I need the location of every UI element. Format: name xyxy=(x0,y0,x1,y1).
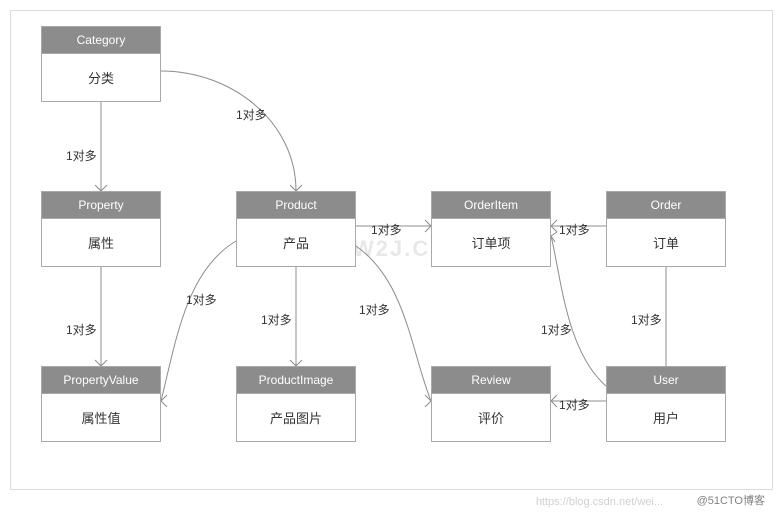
entity-user: User 用户 xyxy=(606,366,726,442)
footer-watermark: https://blog.csdn.net/wei... xyxy=(536,496,663,508)
entity-label: 用户 xyxy=(607,394,725,441)
diagram-canvas: HOW2J.CN Category 分类 Property 属性 Propert… xyxy=(10,10,773,490)
entity-label: 属性 xyxy=(42,219,160,266)
entity-review: Review 评价 xyxy=(431,366,551,442)
entity-header: OrderItem xyxy=(432,192,550,219)
entity-label: 订单 xyxy=(607,219,725,266)
entity-label: 订单项 xyxy=(432,219,550,266)
entity-header: User xyxy=(607,367,725,394)
entity-header: Category xyxy=(42,27,160,54)
edge-label-prod-img: 1对多 xyxy=(261,311,292,328)
entity-label: 评价 xyxy=(432,394,550,441)
entity-product: Product 产品 xyxy=(236,191,356,267)
entity-header: Order xyxy=(607,192,725,219)
footer-badge: @51CTO博客 xyxy=(697,492,765,508)
arrowhead-user-review xyxy=(551,395,557,407)
entity-property: Property 属性 xyxy=(41,191,161,267)
entity-header: PropertyValue xyxy=(42,367,160,394)
entity-category: Category 分类 xyxy=(41,26,161,102)
edge-user-orderitem xyxy=(551,236,606,386)
entity-header: Property xyxy=(42,192,160,219)
entity-header: Product xyxy=(237,192,355,219)
entity-productimage: ProductImage 产品图片 xyxy=(236,366,356,442)
edge-cat-prod xyxy=(161,71,296,191)
arrowhead-user-orderitem xyxy=(551,232,557,242)
edge-prod-pval xyxy=(161,241,236,401)
edge-label-user-orderitem: 1对多 xyxy=(541,321,572,338)
arrowhead-prod-pval xyxy=(161,395,167,407)
arrowhead-order-orderitem xyxy=(551,220,557,232)
edge-label-prop-pval: 1对多 xyxy=(66,321,97,338)
edge-label-prod-pval: 1对多 xyxy=(186,291,217,308)
entity-orderitem: OrderItem 订单项 xyxy=(431,191,551,267)
entity-label: 分类 xyxy=(42,54,160,101)
entity-propertyvalue: PropertyValue 属性值 xyxy=(41,366,161,442)
edge-label-cat-prop: 1对多 xyxy=(66,147,97,164)
edge-label-prod-orderitem: 1对多 xyxy=(371,221,402,238)
entity-label: 产品 xyxy=(237,219,355,266)
edge-label-user-order: 1对多 xyxy=(631,311,662,328)
edge-label-prod-review: 1对多 xyxy=(359,301,390,318)
entity-header: ProductImage xyxy=(237,367,355,394)
edge-prod-review xyxy=(356,246,431,401)
entity-order: Order 订单 xyxy=(606,191,726,267)
entity-label: 产品图片 xyxy=(237,394,355,441)
entity-header: Review xyxy=(432,367,550,394)
entity-label: 属性值 xyxy=(42,394,160,441)
edge-label-order-orderitem: 1对多 xyxy=(559,221,590,238)
edge-label-cat-prod: 1对多 xyxy=(236,106,267,123)
edge-label-user-review: 1对多 xyxy=(559,396,590,413)
